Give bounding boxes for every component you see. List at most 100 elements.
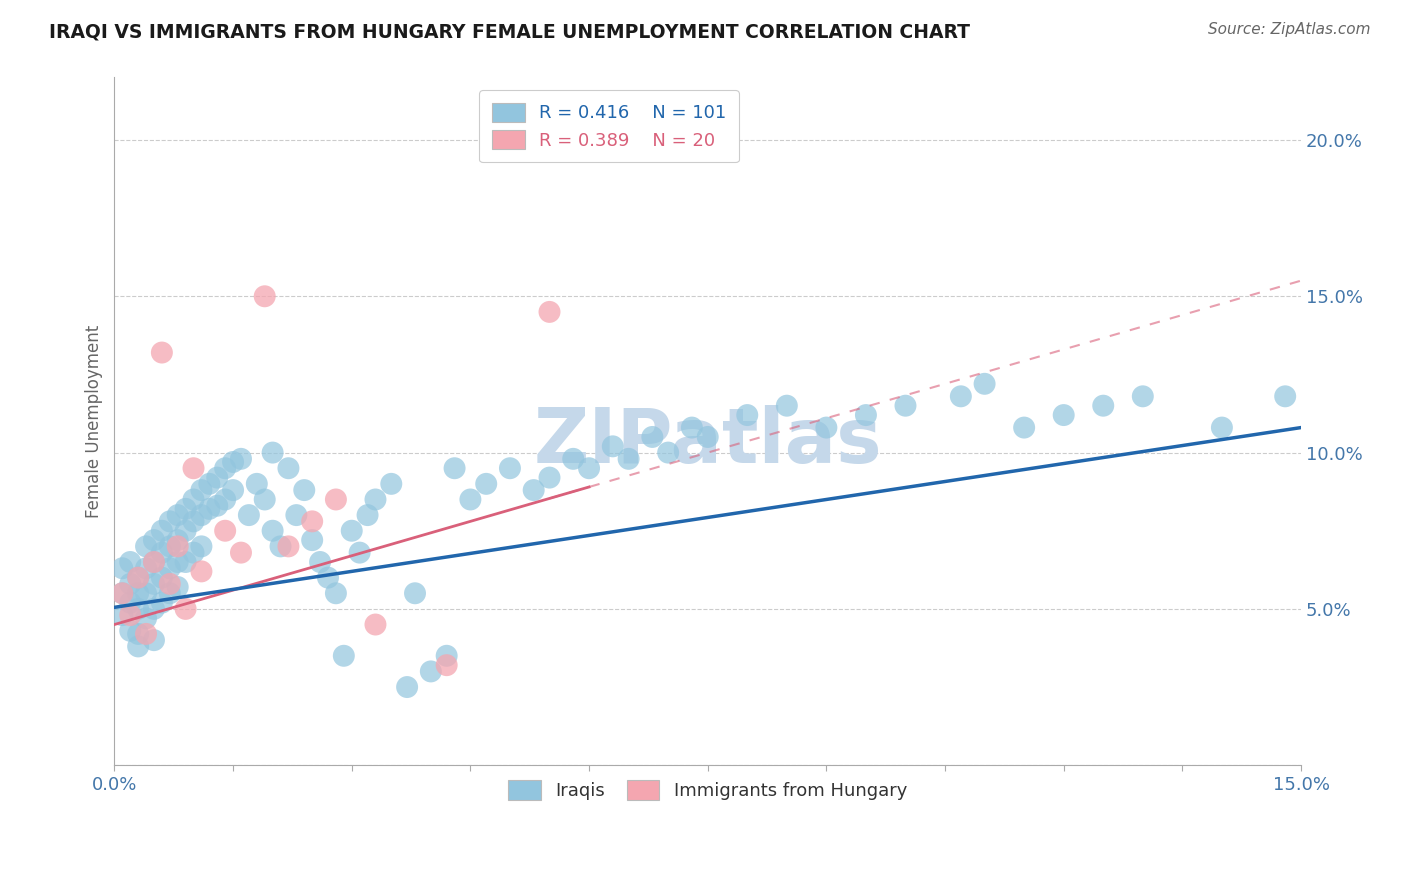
- Point: [111, 586, 134, 600]
- Point: [815, 420, 838, 434]
- Point: [349, 546, 371, 560]
- Point: [617, 451, 640, 466]
- Point: [135, 540, 157, 554]
- Point: [1211, 420, 1233, 434]
- Point: [150, 345, 173, 359]
- Point: [436, 658, 458, 673]
- Point: [214, 524, 236, 538]
- Point: [222, 483, 245, 497]
- Point: [143, 602, 166, 616]
- Point: [316, 571, 339, 585]
- Point: [111, 608, 134, 623]
- Point: [277, 540, 299, 554]
- Point: [419, 665, 441, 679]
- Point: [190, 508, 212, 522]
- Point: [1132, 389, 1154, 403]
- Point: [159, 586, 181, 600]
- Point: [166, 540, 188, 554]
- Point: [166, 533, 188, 548]
- Point: [1274, 389, 1296, 403]
- Point: [150, 546, 173, 560]
- Point: [127, 571, 149, 585]
- Point: [127, 627, 149, 641]
- Point: [499, 461, 522, 475]
- Point: [538, 305, 561, 319]
- Point: [120, 577, 142, 591]
- Point: [183, 492, 205, 507]
- Point: [380, 476, 402, 491]
- Point: [150, 571, 173, 585]
- Point: [253, 492, 276, 507]
- Point: [159, 514, 181, 528]
- Point: [340, 524, 363, 538]
- Point: [214, 492, 236, 507]
- Point: [198, 476, 221, 491]
- Point: [364, 492, 387, 507]
- Point: [523, 483, 546, 497]
- Point: [135, 627, 157, 641]
- Point: [174, 501, 197, 516]
- Point: [894, 399, 917, 413]
- Point: [127, 571, 149, 585]
- Point: [460, 492, 482, 507]
- Point: [143, 533, 166, 548]
- Point: [292, 483, 315, 497]
- Point: [127, 586, 149, 600]
- Point: [229, 546, 252, 560]
- Point: [174, 602, 197, 616]
- Point: [120, 624, 142, 638]
- Point: [776, 399, 799, 413]
- Point: [973, 376, 995, 391]
- Point: [1012, 420, 1035, 434]
- Text: ZIPatlas: ZIPatlas: [533, 405, 882, 479]
- Point: [475, 476, 498, 491]
- Point: [356, 508, 378, 522]
- Point: [309, 555, 332, 569]
- Point: [190, 565, 212, 579]
- Point: [143, 555, 166, 569]
- Point: [229, 451, 252, 466]
- Text: Source: ZipAtlas.com: Source: ZipAtlas.com: [1208, 22, 1371, 37]
- Point: [127, 602, 149, 616]
- Point: [262, 524, 284, 538]
- Point: [855, 408, 877, 422]
- Point: [1053, 408, 1076, 422]
- Y-axis label: Female Unemployment: Female Unemployment: [86, 325, 103, 518]
- Point: [150, 596, 173, 610]
- Point: [135, 611, 157, 625]
- Point: [214, 461, 236, 475]
- Point: [190, 483, 212, 497]
- Point: [538, 470, 561, 484]
- Point: [198, 501, 221, 516]
- Point: [120, 608, 142, 623]
- Point: [127, 640, 149, 654]
- Point: [174, 555, 197, 569]
- Point: [166, 555, 188, 569]
- Point: [277, 461, 299, 475]
- Point: [166, 580, 188, 594]
- Point: [183, 514, 205, 528]
- Point: [301, 533, 323, 548]
- Point: [159, 577, 181, 591]
- Point: [120, 596, 142, 610]
- Point: [166, 508, 188, 522]
- Point: [602, 439, 624, 453]
- Point: [111, 586, 134, 600]
- Point: [325, 492, 347, 507]
- Point: [681, 420, 703, 434]
- Point: [1092, 399, 1115, 413]
- Point: [183, 546, 205, 560]
- Point: [333, 648, 356, 663]
- Point: [641, 430, 664, 444]
- Point: [143, 555, 166, 569]
- Point: [949, 389, 972, 403]
- Point: [120, 555, 142, 569]
- Point: [325, 586, 347, 600]
- Point: [262, 445, 284, 459]
- Point: [443, 461, 465, 475]
- Point: [253, 289, 276, 303]
- Point: [404, 586, 426, 600]
- Text: IRAQI VS IMMIGRANTS FROM HUNGARY FEMALE UNEMPLOYMENT CORRELATION CHART: IRAQI VS IMMIGRANTS FROM HUNGARY FEMALE …: [49, 22, 970, 41]
- Point: [150, 524, 173, 538]
- Legend: Iraqis, Immigrants from Hungary: Iraqis, Immigrants from Hungary: [494, 766, 921, 814]
